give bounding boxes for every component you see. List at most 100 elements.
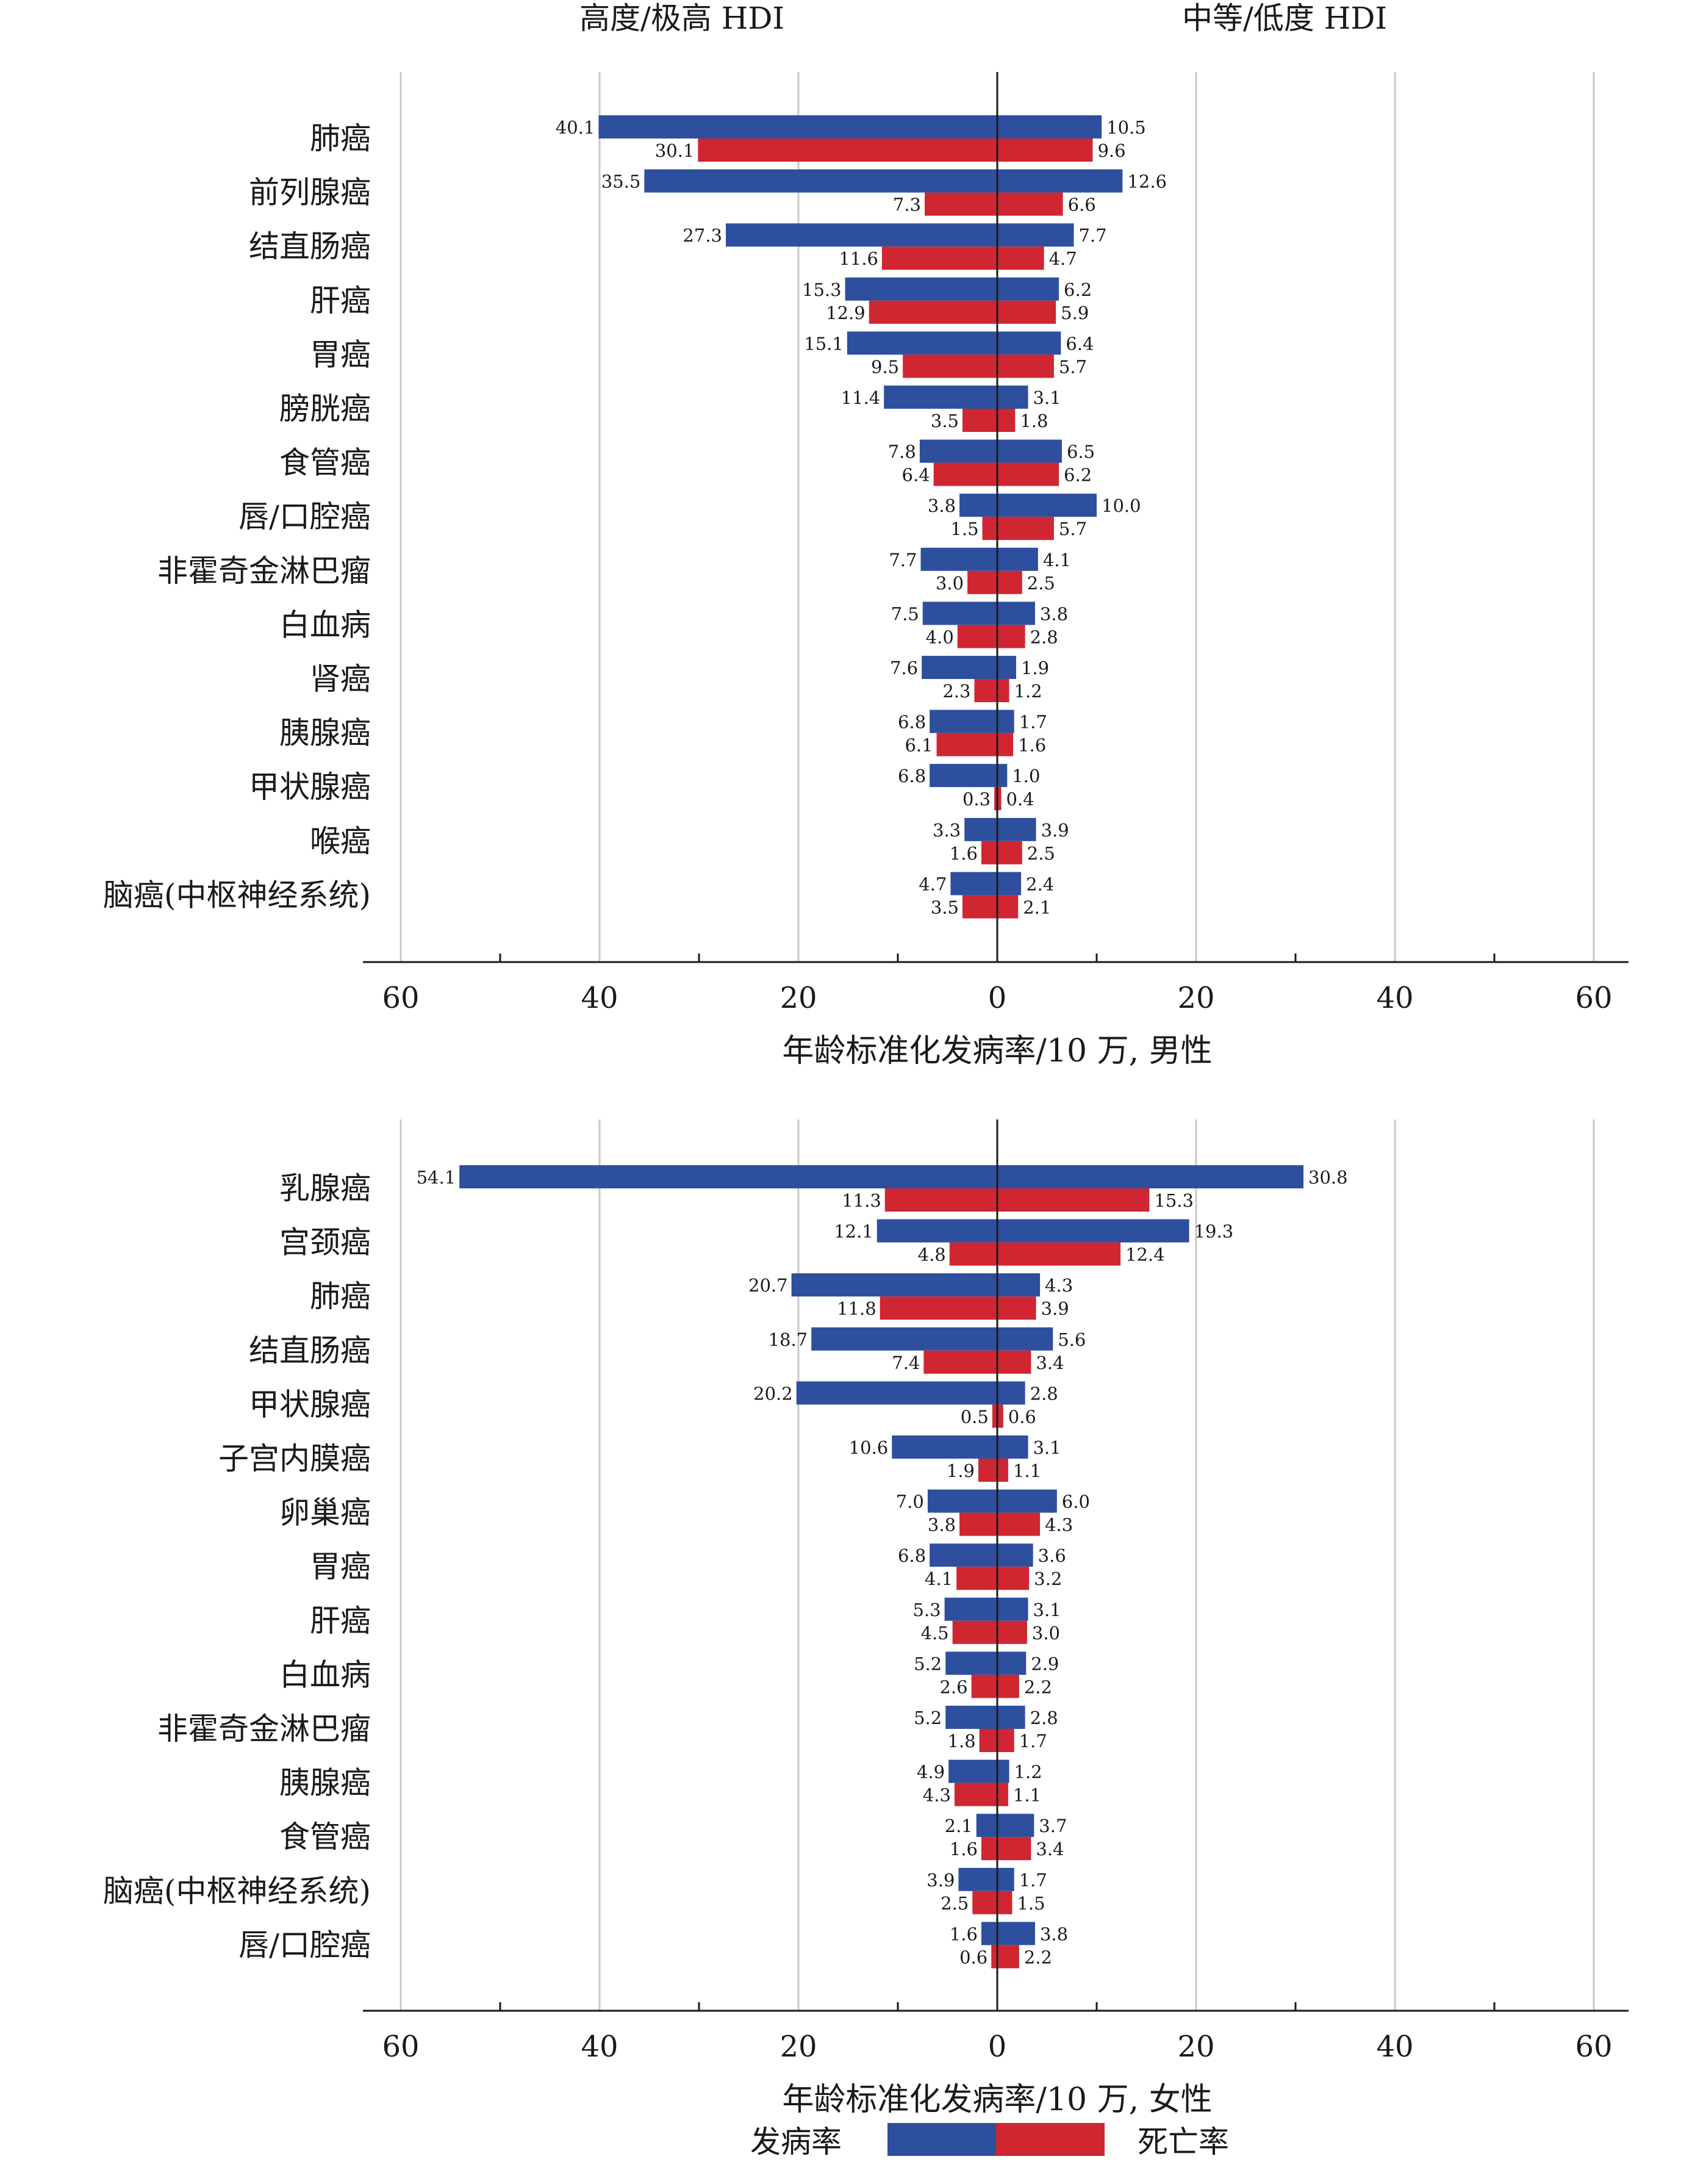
- label-mortality-low-结直肠癌: 4.7: [1049, 248, 1077, 269]
- label-incidence-low-甲状腺癌: 2.8: [1030, 1383, 1058, 1404]
- tick-label: 40: [1376, 981, 1413, 1015]
- bar-incidence-high-白血病: [945, 1651, 997, 1675]
- bar-incidence-high-脑癌-中枢神经系统-: [958, 1867, 997, 1891]
- category-label-食管癌: 食管癌: [279, 445, 371, 481]
- label-mortality-high-肝癌: 4.5: [921, 1623, 949, 1643]
- label-incidence-high-唇-口腔癌: 1.6: [950, 1924, 978, 1944]
- bar-incidence-low-胰腺癌: [997, 709, 1014, 733]
- label-mortality-low-脑癌-中枢神经系统-: 2.1: [1023, 897, 1051, 918]
- bar-mortality-high-宫颈癌: [949, 1242, 997, 1266]
- bar-mortality-high-白血病: [957, 625, 997, 648]
- bar-incidence-low-宫颈癌: [997, 1219, 1189, 1243]
- bar-mortality-high-白血病: [971, 1675, 997, 1698]
- bar-mortality-high-肾癌: [974, 679, 997, 702]
- category-label-子宫内膜癌: 子宫内膜癌: [218, 1441, 371, 1476]
- label-incidence-low-结直肠癌: 5.6: [1058, 1329, 1086, 1350]
- bar-mortality-high-结直肠癌: [923, 1350, 997, 1374]
- bar-mortality-low-非霍奇金淋巴瘤: [997, 570, 1022, 594]
- label-incidence-low-子宫内膜癌: 3.1: [1033, 1437, 1061, 1458]
- label-mortality-high-喉癌: 1.6: [950, 843, 978, 864]
- label-mortality-high-唇-口腔癌: 0.6: [959, 1947, 987, 1967]
- legend-incidence-label: 发病率: [750, 2124, 842, 2160]
- label-incidence-low-肺癌: 4.3: [1045, 1275, 1073, 1296]
- bar-mortality-low-膀胱癌: [997, 409, 1016, 432]
- label-incidence-high-肾癌: 7.6: [890, 658, 918, 678]
- bar-mortality-low-唇-口腔癌: [997, 1945, 1019, 1969]
- bar-mortality-high-肺癌: [880, 1296, 997, 1320]
- bar-mortality-low-肺癌: [997, 138, 1093, 162]
- label-incidence-high-胃癌: 15.1: [804, 333, 844, 354]
- bar-mortality-high-唇-口腔癌: [991, 1945, 997, 1969]
- bar-mortality-high-脑癌-中枢神经系统-: [962, 895, 997, 919]
- label-incidence-low-唇-口腔癌: 10.0: [1102, 495, 1141, 516]
- label-mortality-high-结直肠癌: 11.6: [839, 248, 878, 269]
- bar-incidence-high-非霍奇金淋巴瘤: [920, 547, 997, 571]
- category-label-非霍奇金淋巴瘤: 非霍奇金淋巴瘤: [157, 553, 371, 589]
- tick-label: 0: [988, 2030, 1007, 2064]
- label-mortality-low-宫颈癌: 12.4: [1125, 1245, 1165, 1265]
- label-mortality-low-前列腺癌: 6.6: [1068, 195, 1096, 215]
- category-label-结直肠癌: 结直肠癌: [249, 1333, 371, 1368]
- bar-mortality-high-唇-口腔癌: [982, 517, 997, 541]
- label-mortality-high-结直肠癌: 7.4: [892, 1352, 920, 1373]
- bar-incidence-high-食管癌: [919, 439, 997, 463]
- bar-incidence-low-唇-口腔癌: [997, 494, 1097, 517]
- label-incidence-low-膀胱癌: 3.1: [1033, 387, 1061, 408]
- bar-mortality-low-胃癌: [997, 354, 1054, 378]
- category-label-前列腺癌: 前列腺癌: [249, 175, 371, 210]
- bar-mortality-low-唇-口腔癌: [997, 517, 1054, 541]
- label-mortality-high-白血病: 2.6: [939, 1676, 967, 1697]
- bar-incidence-low-甲状腺癌: [997, 1381, 1025, 1405]
- bar-mortality-low-食管癌: [997, 462, 1059, 486]
- bar-mortality-high-喉癌: [981, 841, 997, 864]
- bar-incidence-high-唇-口腔癌: [981, 1922, 997, 1945]
- label-mortality-high-胃癌: 9.5: [871, 356, 899, 377]
- category-label-肺癌: 肺癌: [310, 1279, 371, 1314]
- bar-incidence-low-膀胱癌: [997, 386, 1028, 409]
- bar-incidence-high-胰腺癌: [948, 1759, 997, 1783]
- label-mortality-low-肾癌: 1.2: [1014, 681, 1042, 702]
- label-mortality-high-白血病: 4.0: [926, 627, 954, 647]
- bar-incidence-high-卵巢癌: [927, 1489, 997, 1513]
- label-incidence-low-肾癌: 1.9: [1021, 658, 1049, 678]
- category-label-白血病: 白血病: [279, 607, 371, 642]
- bar-mortality-low-乳腺癌: [997, 1188, 1150, 1212]
- bar-mortality-high-前列腺癌: [925, 192, 997, 216]
- bar-mortality-high-非霍奇金淋巴瘤: [967, 570, 997, 594]
- label-mortality-high-肾癌: 2.3: [942, 681, 970, 702]
- category-label-卵巢癌: 卵巢癌: [279, 1495, 371, 1531]
- bar-incidence-low-肺癌: [997, 1273, 1041, 1297]
- label-incidence-low-肺癌: 10.5: [1106, 117, 1146, 138]
- tick-label: 60: [1575, 2030, 1612, 2064]
- label-mortality-low-胃癌: 5.7: [1059, 356, 1087, 377]
- bar-incidence-low-脑癌-中枢神经系统-: [997, 872, 1022, 896]
- bar-mortality-low-胰腺癌: [997, 1783, 1008, 1806]
- category-label-脑癌-中枢神经系统-: 脑癌(中枢神经系统): [103, 877, 371, 913]
- bar-mortality-low-胰腺癌: [997, 733, 1014, 756]
- female-chart: 乳腺癌 54.1 11.3 30.8 15.3 宫颈癌 12.1 4.8 19.3 12.4 肺癌 2…: [103, 1119, 1629, 2118]
- label-incidence-high-唇-口腔癌: 3.8: [928, 495, 956, 516]
- bar-incidence-high-非霍奇金淋巴瘤: [945, 1706, 997, 1729]
- label-mortality-high-前列腺癌: 7.3: [893, 195, 921, 215]
- label-incidence-high-结直肠癌: 18.7: [769, 1329, 808, 1350]
- category-label-胰腺癌: 胰腺癌: [279, 716, 371, 751]
- label-mortality-low-肝癌: 5.9: [1061, 303, 1089, 323]
- label-mortality-high-宫颈癌: 4.8: [918, 1245, 946, 1265]
- bar-mortality-low-食管癌: [997, 1837, 1031, 1861]
- category-label-乳腺癌: 乳腺癌: [279, 1171, 371, 1206]
- label-mortality-high-非霍奇金淋巴瘤: 3.0: [936, 573, 964, 594]
- label-incidence-high-结直肠癌: 27.3: [683, 225, 722, 246]
- bar-mortality-high-卵巢癌: [959, 1512, 997, 1536]
- bar-mortality-high-甲状腺癌: [992, 1404, 997, 1428]
- legend-mortality-swatch: [996, 2123, 1105, 2156]
- label-incidence-high-前列腺癌: 35.5: [601, 171, 641, 192]
- category-label-肾癌: 肾癌: [310, 661, 371, 697]
- bar-mortality-high-胰腺癌: [936, 733, 997, 756]
- bar-mortality-high-子宫内膜癌: [978, 1459, 997, 1482]
- bar-mortality-low-肺癌: [997, 1296, 1036, 1320]
- label-incidence-high-食管癌: 7.8: [888, 442, 916, 462]
- tick-label: 40: [581, 981, 618, 1015]
- category-label-膀胱癌: 膀胱癌: [279, 391, 371, 426]
- category-label-结直肠癌: 结直肠癌: [249, 229, 371, 264]
